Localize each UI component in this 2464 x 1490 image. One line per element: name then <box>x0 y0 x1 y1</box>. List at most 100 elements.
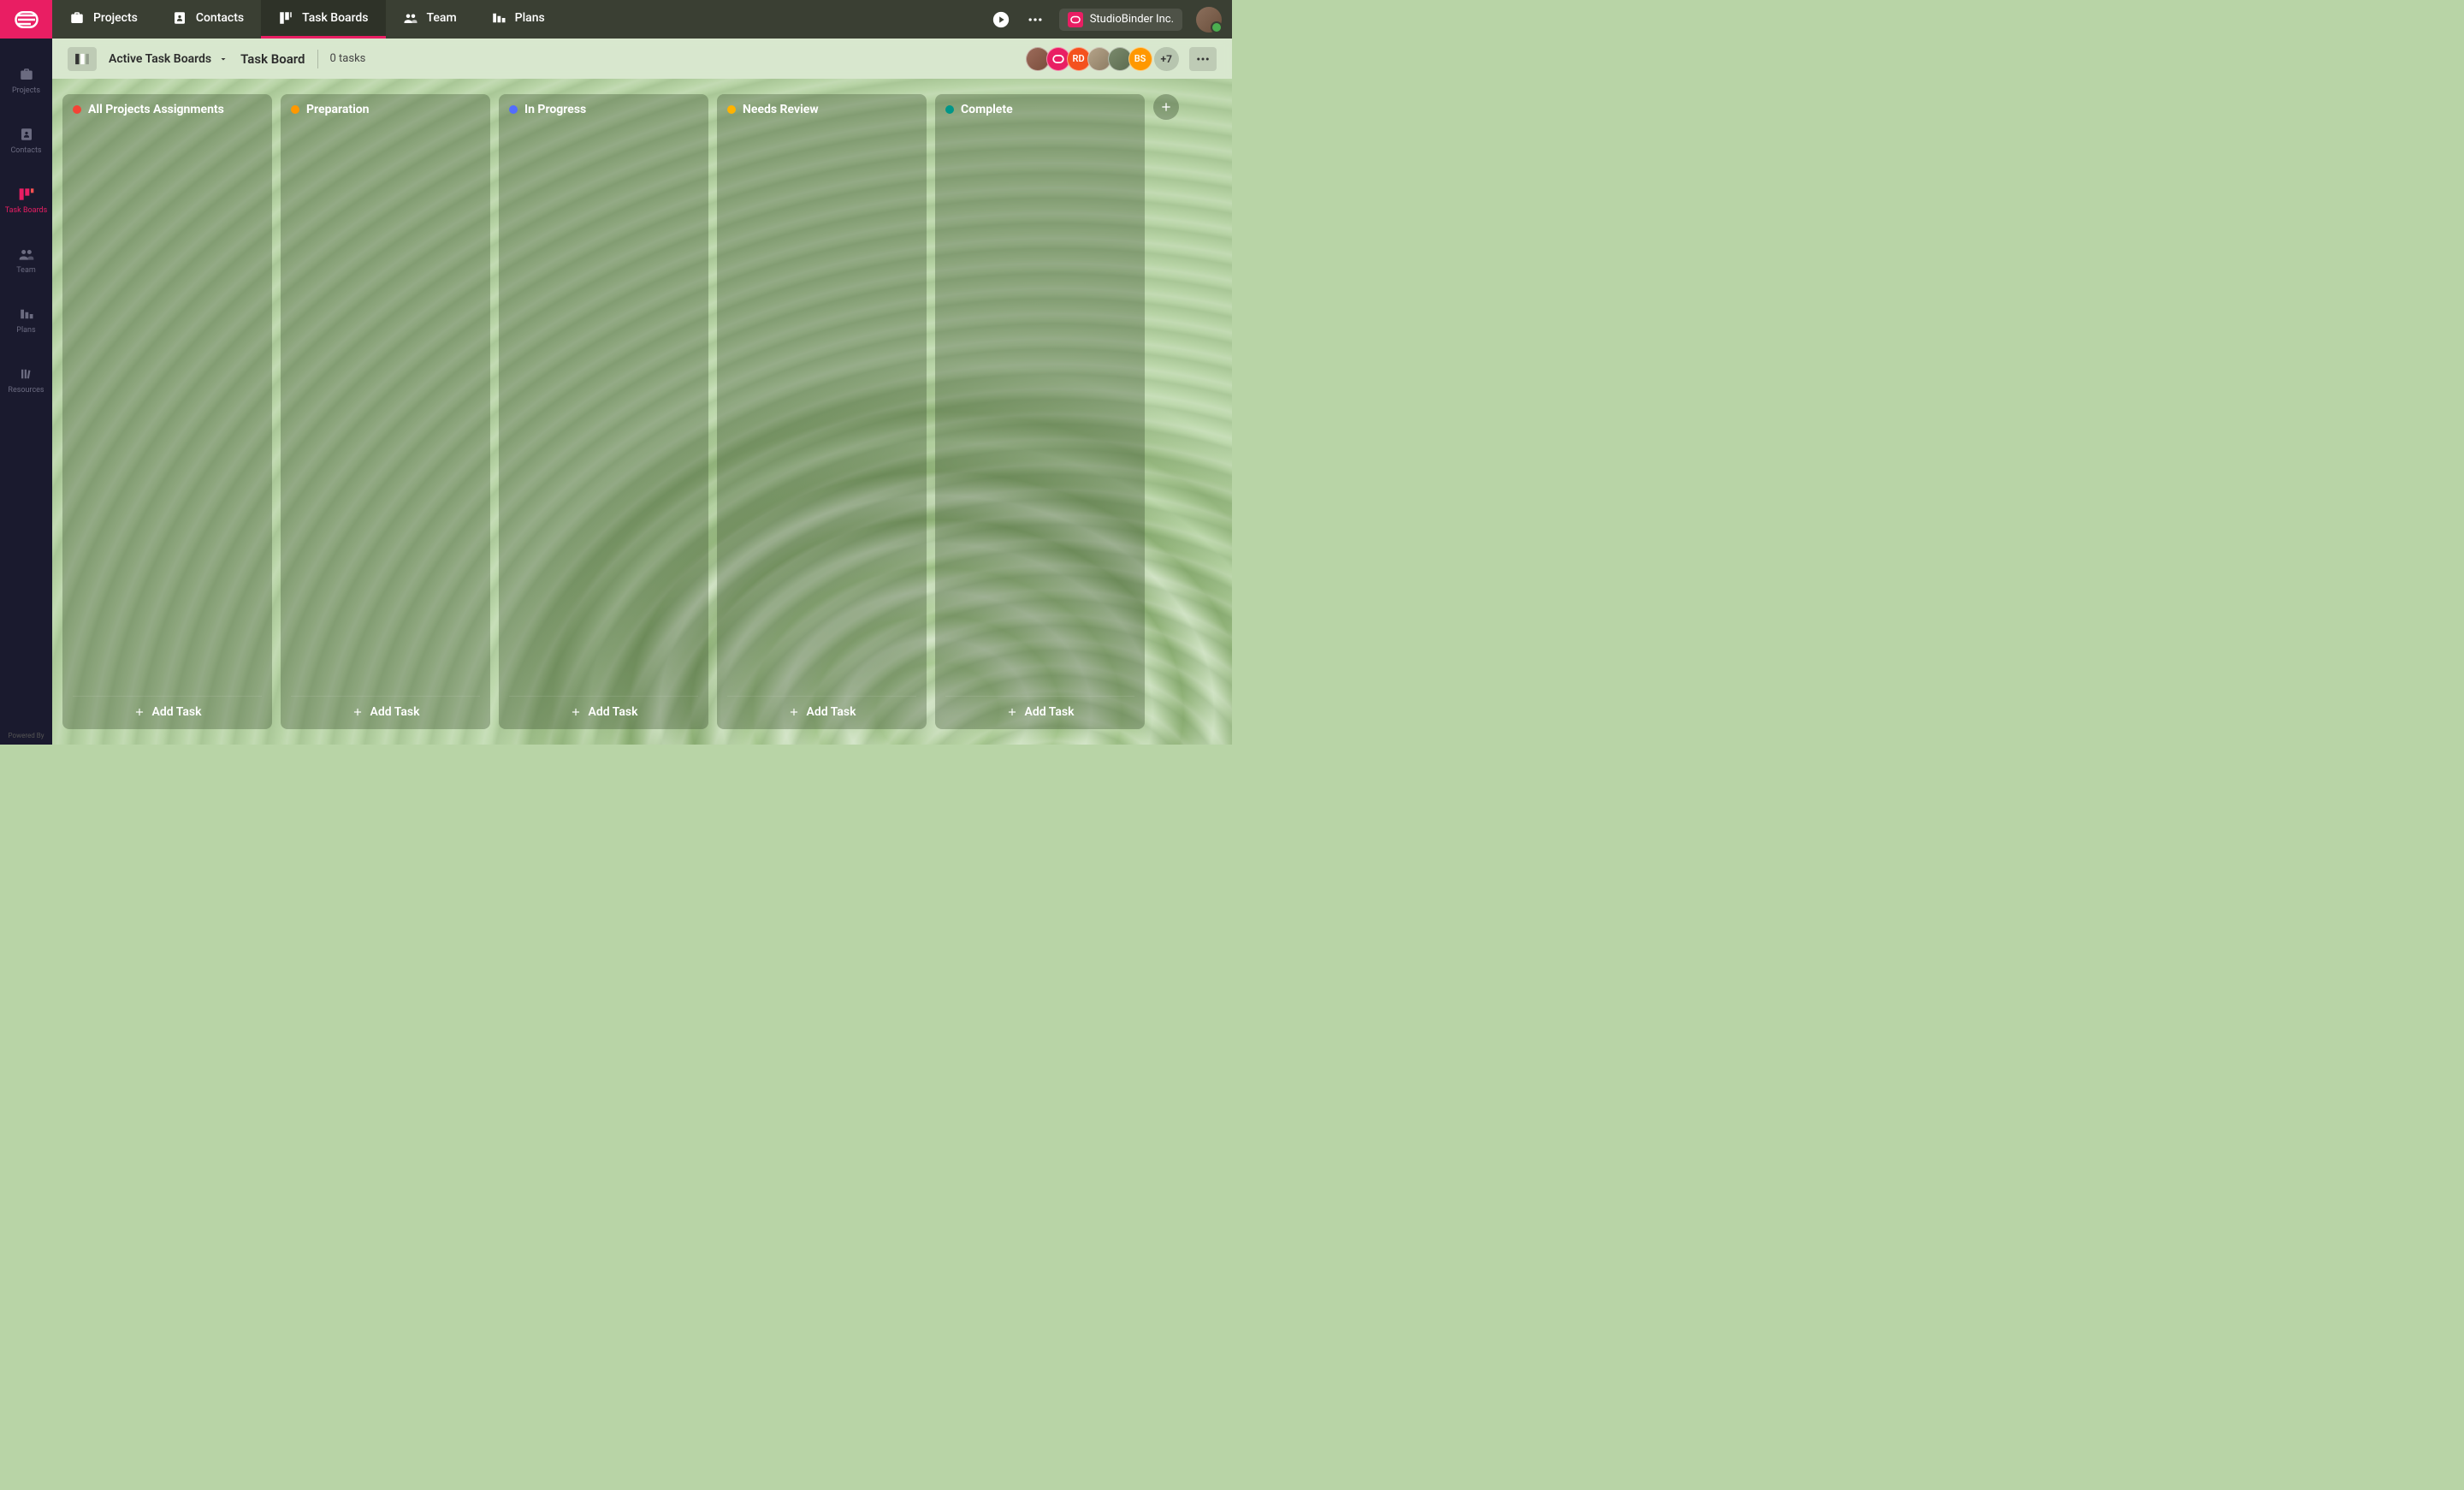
logo-icon <box>14 7 39 33</box>
column-title: Complete <box>961 103 1013 116</box>
more-icon <box>1195 51 1211 67</box>
topnav-label: Task Boards <box>302 11 368 25</box>
briefcase-icon <box>69 10 85 26</box>
board-selector[interactable]: Active Task Boards <box>109 52 228 66</box>
plans-icon <box>18 306 35 323</box>
plus-icon <box>1006 706 1018 718</box>
topnav: Projects Contacts Task Boards Team Plans <box>52 0 562 39</box>
plus-icon <box>133 706 145 718</box>
column-header[interactable]: In Progress <box>509 103 698 116</box>
plans-icon <box>491 10 506 26</box>
user-avatar[interactable] <box>1196 7 1222 33</box>
plus-icon <box>1159 100 1173 114</box>
topnav-label: Team <box>427 11 457 25</box>
topnav-label: Projects <box>93 11 138 25</box>
org-name: StudioBinder Inc. <box>1090 13 1174 26</box>
sidebar-label: Projects <box>12 86 40 95</box>
status-dot <box>945 105 954 114</box>
resources-icon <box>18 365 35 383</box>
column-title: Preparation <box>306 103 370 116</box>
topnav-item-projects[interactable]: Projects <box>52 0 155 39</box>
sidebar-footer: Powered By <box>9 732 44 745</box>
play-button[interactable] <box>991 9 1011 30</box>
sidebar-label: Task Boards <box>5 206 48 215</box>
plus-icon <box>352 706 364 718</box>
topnav-label: Contacts <box>196 11 244 25</box>
column-title: Needs Review <box>743 103 819 116</box>
plus-icon <box>570 706 582 718</box>
add-task-button[interactable]: Add Task <box>945 696 1134 722</box>
avatar-stack[interactable]: RDBS+7 <box>1029 47 1179 71</box>
team-icon <box>403 10 418 26</box>
columns-icon <box>74 53 90 65</box>
topnav-label: Plans <box>515 11 545 25</box>
more-icon <box>1027 11 1044 28</box>
column-header[interactable]: Complete <box>945 103 1134 116</box>
status-dot <box>73 105 81 114</box>
sidebar-label: Resources <box>8 386 44 395</box>
team-icon <box>18 246 35 263</box>
briefcase-icon <box>18 66 35 83</box>
play-icon <box>992 10 1010 29</box>
sidebar-label: Contacts <box>10 146 41 155</box>
board-icon <box>278 10 293 26</box>
status-dot <box>509 105 518 114</box>
divider <box>317 50 318 68</box>
board-selector-label: Active Task Boards <box>109 52 211 66</box>
org-selector[interactable]: StudioBinder Inc. <box>1059 9 1182 31</box>
collaborator-avatar[interactable]: BS <box>1128 47 1152 71</box>
board-column: In Progress Add Task <box>499 94 708 729</box>
sidebar-nav: Projects Contacts Task Boards Team Plans… <box>0 39 52 398</box>
add-task-button[interactable]: Add Task <box>509 696 698 722</box>
contact-icon <box>18 126 35 143</box>
chevron-down-icon <box>218 54 228 64</box>
org-logo-icon <box>1068 12 1083 27</box>
add-task-button[interactable]: Add Task <box>73 696 262 722</box>
add-task-label: Add Task <box>152 705 202 719</box>
plus-icon <box>788 706 800 718</box>
board-column: Preparation Add Task <box>281 94 490 729</box>
topnav-item-task-boards[interactable]: Task Boards <box>261 0 385 39</box>
column-title: All Projects Assignments <box>88 103 224 116</box>
sidebar-left: Projects Contacts Task Boards Team Plans… <box>0 0 52 745</box>
contact-icon <box>172 10 187 26</box>
column-header[interactable]: Needs Review <box>727 103 916 116</box>
add-task-button[interactable]: Add Task <box>727 696 916 722</box>
status-dot <box>291 105 299 114</box>
board-icon <box>18 186 35 203</box>
avatar-overflow-count[interactable]: +7 <box>1154 47 1179 71</box>
board-column: Complete Add Task <box>935 94 1145 729</box>
topnav-item-plans[interactable]: Plans <box>474 0 562 39</box>
sidebar-label: Plans <box>16 326 35 335</box>
sidebar-item-task-boards[interactable]: Task Boards <box>0 182 52 218</box>
column-header[interactable]: Preparation <box>291 103 480 116</box>
subbar: Active Task Boards Task Board 0 tasks RD… <box>52 39 1232 79</box>
app-logo[interactable] <box>0 0 52 39</box>
column-header[interactable]: All Projects Assignments <box>73 103 262 116</box>
board-area: All Projects AssignmentsAdd TaskPreparat… <box>52 79 1232 745</box>
add-task-label: Add Task <box>807 705 856 719</box>
view-toggle[interactable] <box>68 47 97 71</box>
add-task-label: Add Task <box>589 705 638 719</box>
add-task-label: Add Task <box>1025 705 1075 719</box>
task-count: 0 tasks <box>330 52 366 65</box>
sidebar-item-contacts[interactable]: Contacts <box>0 122 52 158</box>
topnav-item-contacts[interactable]: Contacts <box>155 0 261 39</box>
board-column: Needs Review Add Task <box>717 94 927 729</box>
subbar-right: RDBS+7 <box>1029 47 1217 71</box>
sidebar-item-plans[interactable]: Plans <box>0 302 52 338</box>
status-dot <box>727 105 736 114</box>
add-task-label: Add Task <box>370 705 420 719</box>
sidebar-item-projects[interactable]: Projects <box>0 62 52 98</box>
topbar-more-button[interactable] <box>1025 9 1045 30</box>
board-title: Task Board <box>240 51 305 67</box>
board-column: All Projects Assignments Add Task <box>62 94 272 729</box>
sidebar-item-team[interactable]: Team <box>0 242 52 278</box>
column-title: In Progress <box>524 103 586 116</box>
sidebar-label: Team <box>16 266 36 275</box>
add-task-button[interactable]: Add Task <box>291 696 480 722</box>
add-column-button[interactable] <box>1153 94 1179 120</box>
topnav-item-team[interactable]: Team <box>386 0 474 39</box>
sidebar-item-resources[interactable]: Resources <box>0 362 52 398</box>
subbar-more-button[interactable] <box>1189 47 1217 71</box>
